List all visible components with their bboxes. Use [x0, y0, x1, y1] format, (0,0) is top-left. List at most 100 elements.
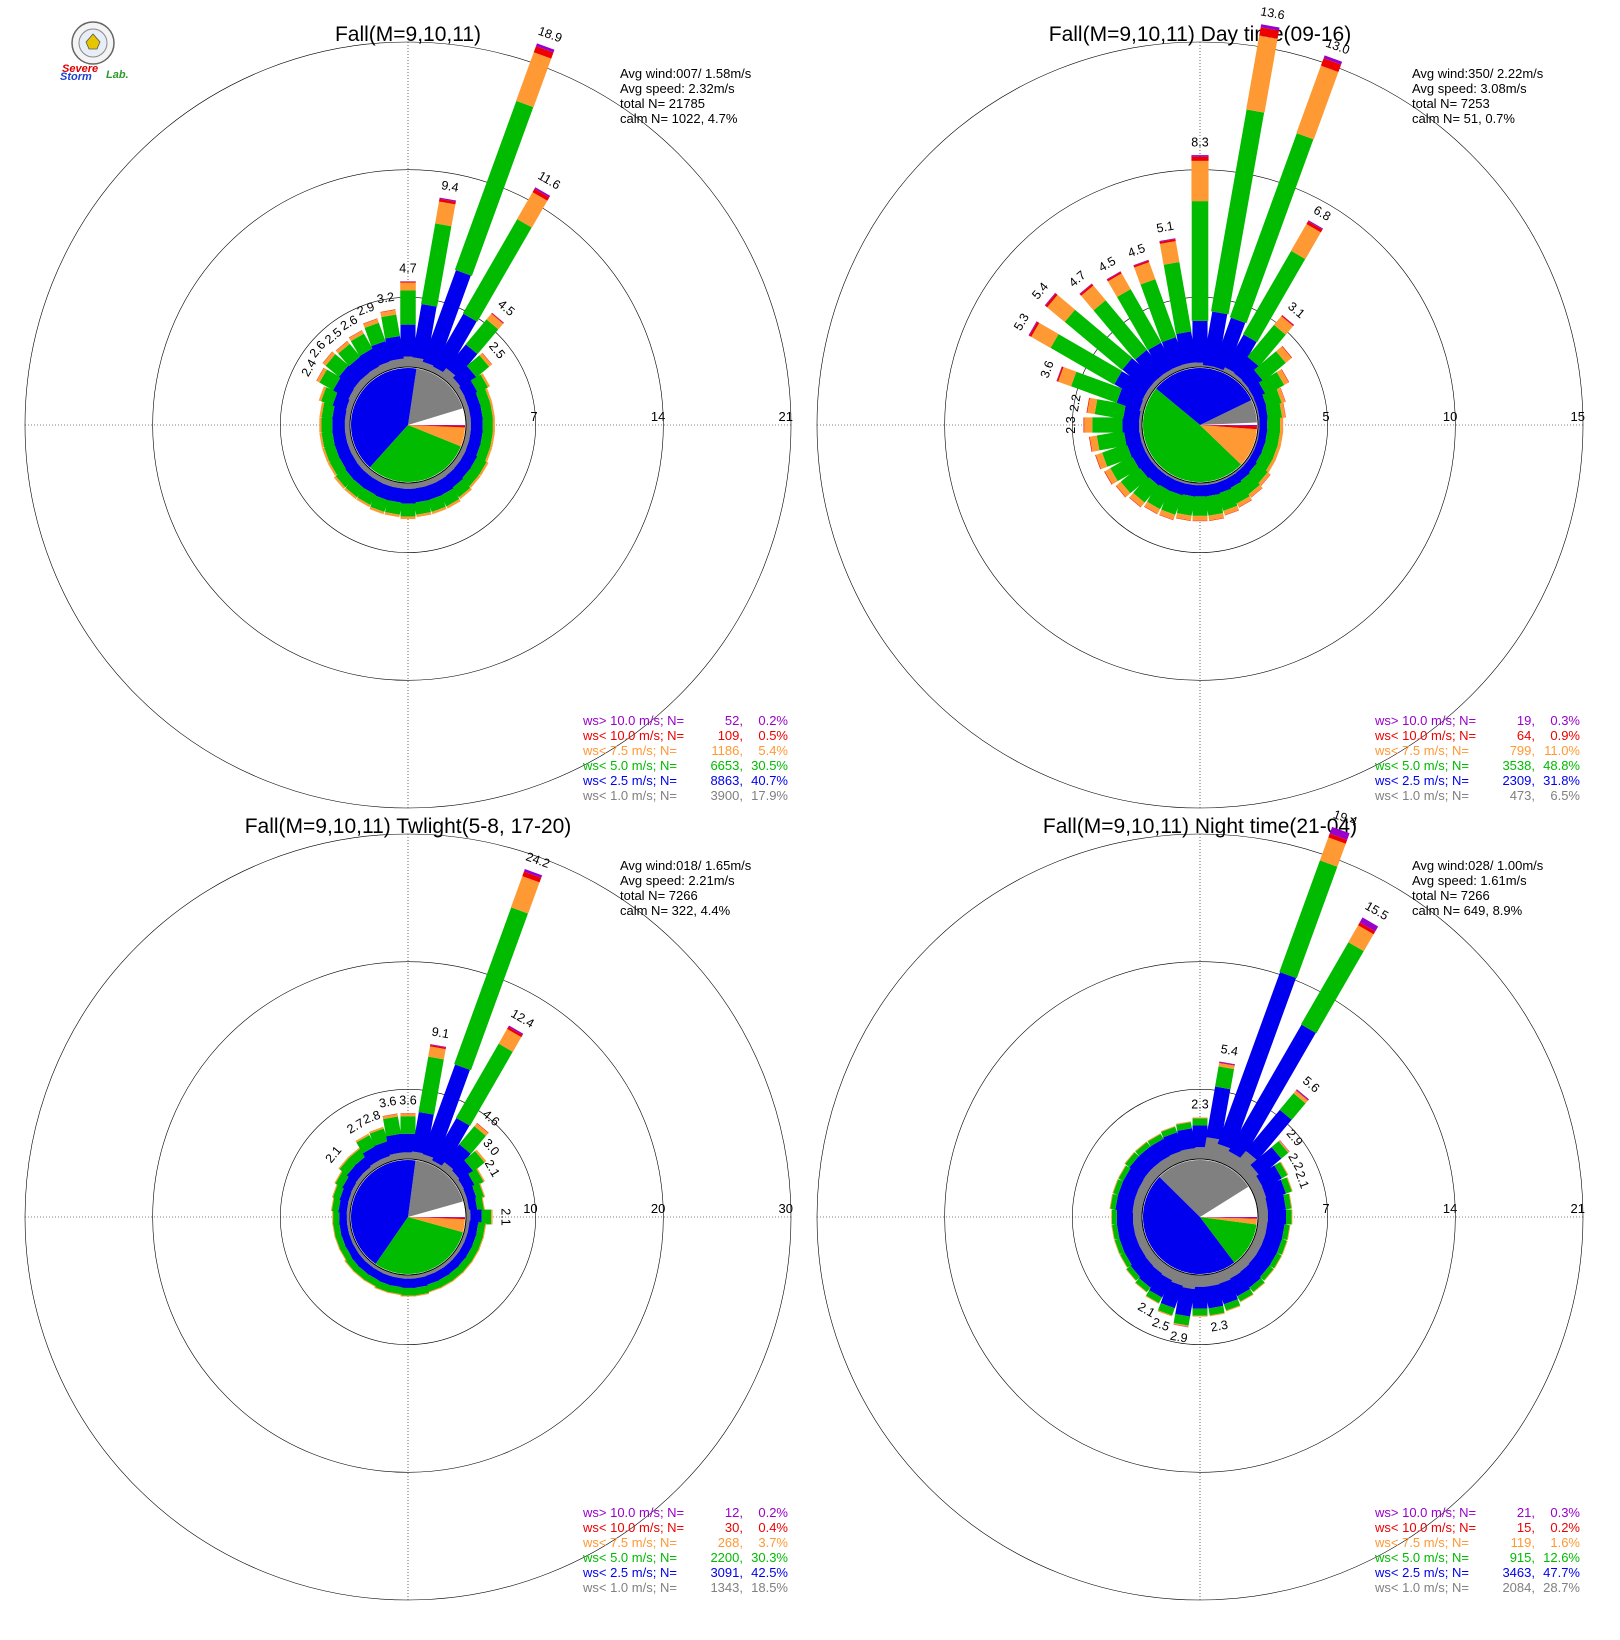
bar-segment — [1301, 942, 1364, 1034]
bar-segment — [463, 1199, 470, 1215]
bar-segment — [1175, 513, 1192, 521]
bar-value-label: 2.9 — [1169, 1329, 1189, 1346]
bar-segment — [1143, 1248, 1161, 1266]
bar-segment — [1296, 1089, 1309, 1101]
bar-segment — [1223, 473, 1242, 490]
legend-percent: 6.5% — [1550, 788, 1580, 803]
legend-count: 915, — [1510, 1550, 1535, 1565]
bar-segment — [480, 373, 491, 388]
legend-percent: 40.7% — [751, 773, 788, 788]
chart-title: Fall(M=9,10,11) — [335, 23, 481, 46]
bar-segment — [383, 1116, 401, 1137]
bar-segment — [342, 1174, 359, 1193]
bar-segment — [1276, 346, 1292, 363]
bar-segment — [329, 456, 347, 475]
hub-slice — [408, 1217, 465, 1233]
bar-segment — [420, 477, 437, 488]
sector-bar-190: 2.9 — [1169, 1272, 1198, 1346]
bar-segment — [1248, 382, 1267, 402]
sector-bar-170 — [1202, 480, 1225, 521]
ring-label: 5 — [1322, 409, 1329, 424]
bar-segment — [1064, 309, 1133, 371]
bar-segment — [1047, 294, 1076, 323]
stat-avg-wind: Avg wind:350/ 2.22m/s — [1412, 66, 1544, 81]
hub-slice — [1200, 1217, 1257, 1219]
bar-segment — [369, 1158, 386, 1171]
bar-segment — [532, 188, 550, 201]
bar-segment — [379, 477, 396, 488]
bar-segment — [1206, 1086, 1231, 1140]
hub-slice — [1159, 1160, 1249, 1217]
stat-avg-speed: Avg speed: 3.08m/s — [1412, 81, 1527, 96]
bar-segment — [353, 377, 369, 394]
bar-segment — [331, 1196, 341, 1213]
bar-segment — [1231, 373, 1246, 386]
bar-segment — [1115, 1194, 1135, 1213]
hub-slice — [1143, 1176, 1235, 1274]
bar-segment — [1202, 1137, 1222, 1162]
sector-bar-280 — [319, 402, 353, 423]
bar-segment — [1223, 1299, 1241, 1311]
bar-segment — [1271, 1141, 1289, 1159]
bar-segment — [1104, 468, 1118, 485]
bar-segment — [344, 1260, 355, 1273]
bar-segment — [363, 318, 379, 328]
bar-segment — [1307, 220, 1324, 230]
sector-bar-190 — [387, 1272, 406, 1296]
legend-count: 799, — [1510, 743, 1535, 758]
sector-bar-250 — [334, 1229, 356, 1250]
sector-bar-200 — [374, 1269, 396, 1294]
legend-label: ws< 1.0 m/s; N= — [1374, 788, 1469, 803]
bar-segment — [516, 52, 552, 108]
sector-bar-110 — [1251, 1229, 1288, 1255]
bar-segment — [418, 1056, 444, 1115]
bar-segment — [425, 1280, 442, 1293]
bar-segment — [446, 499, 461, 509]
bar-segment — [1254, 452, 1274, 472]
legend-count: 6653, — [710, 758, 743, 773]
sector-bar-20: 19.4 — [1212, 807, 1359, 1166]
sector-bar-330: 2.6 — [338, 312, 386, 379]
bar-segment — [1239, 380, 1252, 394]
bar-segment — [385, 335, 404, 361]
ring-label: 20 — [651, 1201, 665, 1216]
sector-bar-70 — [460, 1182, 486, 1205]
sector-bar-140 — [1231, 1256, 1266, 1293]
bar-value-label: 4.5 — [1096, 254, 1118, 275]
bar-value-label: 5.6 — [1300, 1074, 1322, 1096]
bar-segment — [1107, 273, 1131, 298]
bar-segment — [1095, 452, 1108, 470]
bar-value-label: 4.5 — [495, 297, 517, 319]
bar-segment — [1265, 403, 1283, 421]
bar-segment — [1050, 334, 1123, 385]
bar-segment — [1118, 1165, 1131, 1182]
bar-segment — [1096, 430, 1127, 451]
bar-segment — [1222, 367, 1238, 379]
sector-bar-220 — [352, 1256, 377, 1281]
bar-segment — [1246, 1239, 1263, 1258]
legend-percent: 42.5% — [751, 1565, 788, 1580]
bar-segment — [1133, 476, 1159, 503]
bar-segment — [1120, 1252, 1132, 1268]
bar-segment — [1133, 260, 1150, 268]
bar-value-label: 5.1 — [1155, 219, 1175, 236]
bar-value-label: 2.8 — [361, 1108, 382, 1127]
bar-segment — [1150, 1138, 1173, 1162]
legend-percent: 18.5% — [751, 1580, 788, 1595]
bar-segment — [321, 402, 335, 420]
bar-segment — [454, 100, 534, 276]
bar-segment — [1124, 1244, 1146, 1266]
bar-segment — [1253, 438, 1266, 455]
bar-segment — [389, 358, 406, 370]
bar-segment — [1116, 388, 1145, 411]
bar-segment — [454, 387, 467, 403]
bar-value-label: 2.2 — [1067, 393, 1084, 413]
sector-bar-130 — [447, 1248, 473, 1273]
legend-label: ws< 10.0 m/s; N= — [1374, 728, 1476, 743]
sector-bar-70: 2.1 — [1251, 1169, 1312, 1205]
bar-segment — [335, 1233, 346, 1250]
bar-segment — [1218, 1062, 1235, 1070]
bar-segment — [1159, 241, 1180, 265]
bar-value-label: 2.9 — [355, 299, 376, 318]
bar-segment — [1222, 1263, 1241, 1280]
